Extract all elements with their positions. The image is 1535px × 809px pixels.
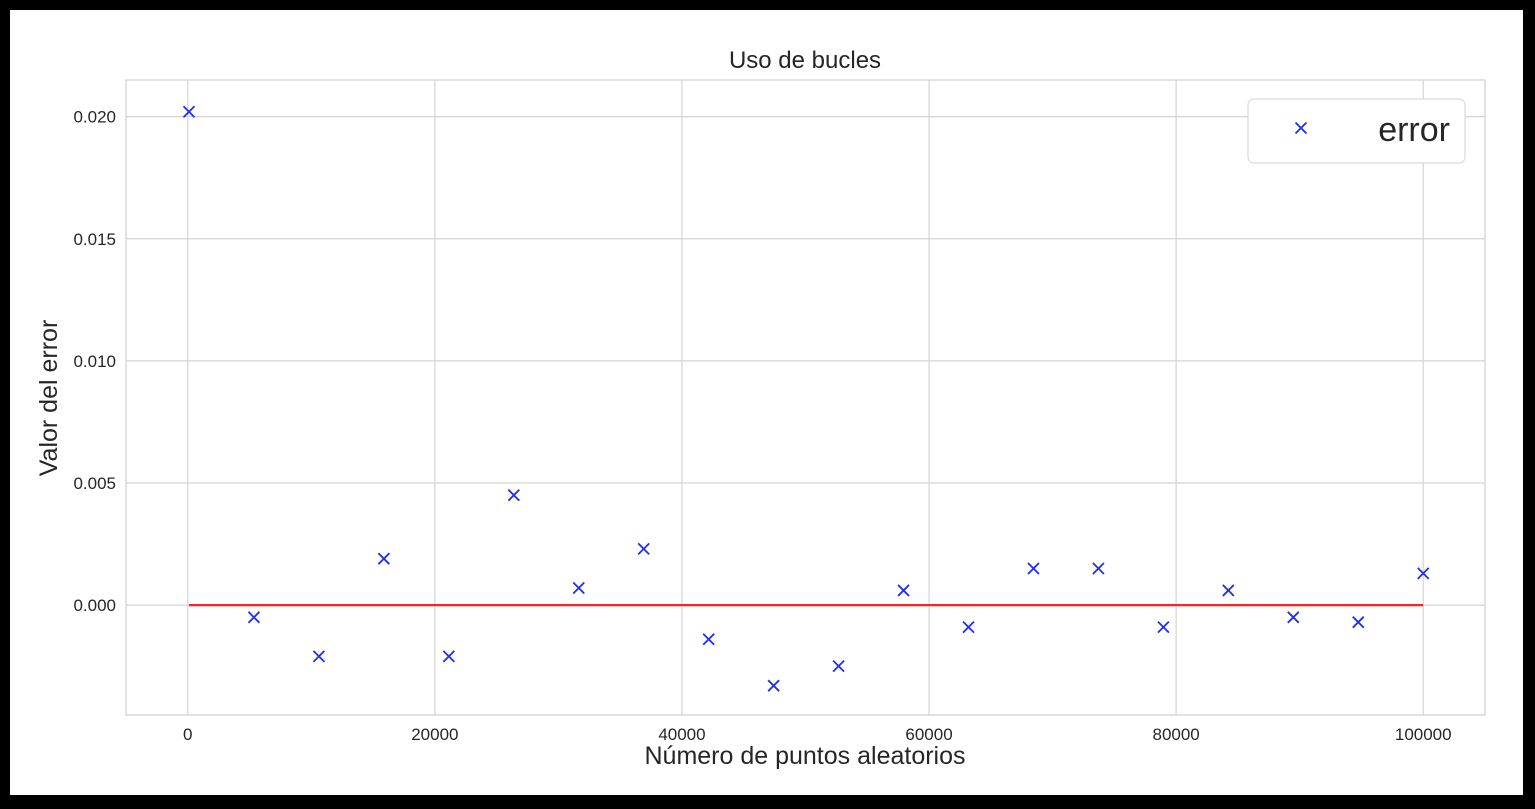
legend: error xyxy=(1247,98,1466,164)
data-point xyxy=(377,552,391,565)
plot-frame xyxy=(125,79,1486,716)
plot-background xyxy=(126,80,1485,715)
x-tick-label: 0 xyxy=(183,725,192,744)
data-point xyxy=(897,584,910,597)
data-point xyxy=(832,660,845,673)
data-point xyxy=(1417,567,1430,580)
y-tick-label: 0.015 xyxy=(73,230,116,249)
y-tick-label: 0.010 xyxy=(73,352,116,371)
data-point xyxy=(1352,616,1365,629)
y-axis-label: Valor del error xyxy=(35,320,63,477)
y-tick-label: 0.000 xyxy=(73,596,116,615)
x-tick-label: 100000 xyxy=(1395,725,1452,744)
data-point xyxy=(442,650,455,663)
data-point xyxy=(1222,584,1235,597)
x-axis-label: Número de puntos aleatorios xyxy=(644,742,965,770)
chart: 0 20000 40000 60000 80000 100000 0.0000.0050.… xyxy=(35,47,1486,770)
data-points xyxy=(182,105,1430,692)
x-tick-label: 40000 xyxy=(658,725,705,744)
legend-label: error xyxy=(1378,111,1450,149)
legend-marker-icon xyxy=(1294,121,1308,135)
data-point xyxy=(1157,620,1170,634)
y-tick-label: 0.020 xyxy=(73,108,116,127)
y-tick-label: 0.005 xyxy=(73,474,116,493)
data-point xyxy=(962,620,975,634)
x-tick-label: 80000 xyxy=(1152,725,1199,744)
data-point xyxy=(702,633,715,646)
chart-title: Uso de bucles xyxy=(729,47,881,74)
x-tick-label: 20000 xyxy=(411,725,458,744)
data-point xyxy=(182,105,196,118)
x-tick-label: 60000 xyxy=(905,725,952,744)
legend-box xyxy=(1247,98,1466,164)
data-point xyxy=(572,581,585,595)
x-tick-labels: 0 20000 40000 60000 80000 100000 xyxy=(183,725,1452,744)
data-point xyxy=(507,489,520,502)
data-point xyxy=(637,542,650,556)
figure-frame: 0 20000 40000 60000 80000 100000 0.000 0.005 0.… xyxy=(10,10,1523,795)
data-point xyxy=(247,611,261,624)
data-point xyxy=(1092,562,1105,575)
data-point xyxy=(1287,611,1300,624)
data-point xyxy=(312,650,326,663)
data-point xyxy=(767,679,780,692)
data-point xyxy=(1027,562,1040,575)
y-tick-labels: 0.000 0.005 0.010 0.015 0.020 xyxy=(73,108,116,615)
